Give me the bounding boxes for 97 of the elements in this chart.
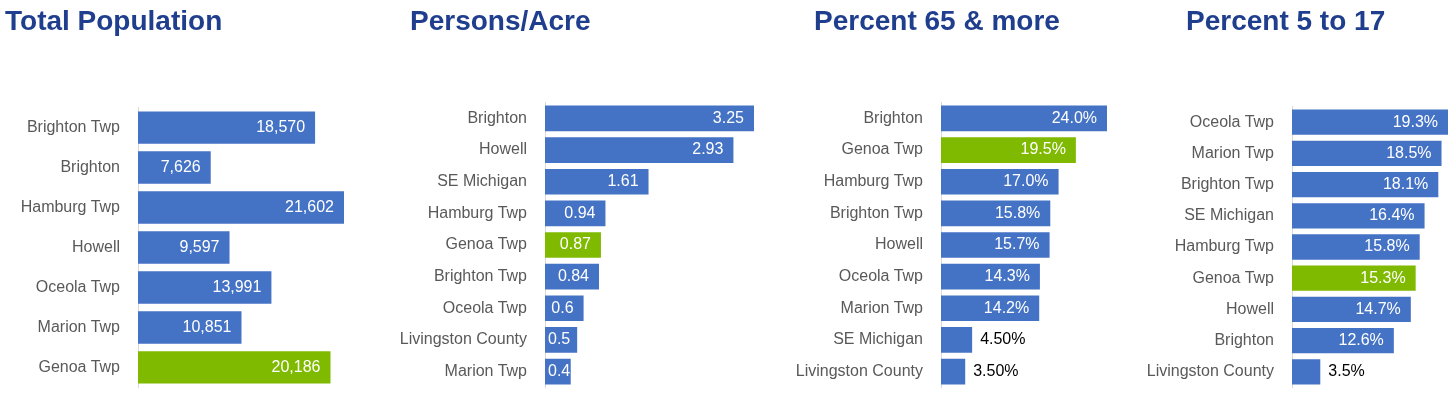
data-label: 3.50% [973,361,1019,379]
y-tick-label: Hamburg Twp [427,203,528,221]
bar [941,295,1040,322]
y-tick-label: Genoa Twp [1192,268,1275,286]
bar [941,232,1050,258]
y-tick-label: Howell [1225,299,1274,317]
data-label: 12.6% [1338,331,1384,349]
chart-title: Percent 65 & more [814,4,1060,38]
y-tick-label: Oceola Twp [1189,112,1275,130]
y-tick-label: Brighton [1214,331,1274,349]
data-label: 21,602 [285,197,335,215]
data-label: 18.5% [1386,143,1432,161]
data-label: 0.4 [548,361,571,379]
bar [1292,296,1411,323]
data-label: 4.50% [980,330,1026,348]
chart-title: Persons/Acre [410,4,591,38]
bar [1292,359,1321,385]
bar [138,111,316,144]
data-label: 13,991 [212,277,262,295]
y-tick-label: Marion Twp [840,298,924,316]
data-label: 0.6 [551,298,574,316]
bar [941,327,973,353]
bar [1292,109,1448,135]
bar [1292,171,1439,198]
bar [138,311,242,344]
y-tick-label: Oceola Twp [442,298,528,316]
data-label: 0.84 [557,267,590,285]
data-label: 16.4% [1369,206,1415,224]
bar [545,168,649,195]
bar [941,358,966,385]
bar [1292,265,1416,291]
bar [1292,203,1425,229]
y-tick-label: Hamburg Twp [823,172,924,190]
y-tick-label: Marion Twp [444,361,528,379]
bar [138,271,272,304]
data-label: 9,597 [179,237,220,255]
y-tick-label: Brighton [467,108,527,126]
y-tick-label: Howell [71,237,120,255]
y-tick-label: Brighton [60,157,120,175]
data-label: 3.25 [712,108,745,126]
data-label: 15.7% [994,235,1040,253]
y-tick-label: Brighton [863,108,923,126]
data-label: 14.2% [983,298,1030,316]
bar [941,105,1107,132]
bar [1292,140,1442,167]
y-tick-label: Howell [478,140,527,158]
bar [941,168,1059,195]
bar [138,351,331,384]
y-tick-label: Genoa Twp [38,357,121,375]
data-label: 15.3% [1360,268,1406,286]
data-label: 3.5% [1328,362,1365,380]
y-tick-label: SE Michigan [1184,206,1274,224]
y-tick-label: Hamburg Twp [1174,237,1275,255]
data-label: 7,626 [160,157,201,175]
y-tick-label: Hamburg Twp [20,197,121,215]
chart-title: Percent 5 to 17 [1186,4,1386,38]
y-tick-label: Oceola Twp [838,267,924,285]
y-tick-label: SE Michigan [833,330,923,348]
data-label: 20,186 [271,357,321,375]
y-tick-label: Brighton Twp [433,267,528,285]
y-tick-label: Genoa Twp [841,140,924,158]
data-label: 0.5 [548,330,571,348]
data-label: 0.87 [559,235,592,253]
data-label: 18.1% [1382,175,1429,193]
y-tick-label: Marion Twp [37,317,121,335]
y-tick-label: Brighton Twp [829,203,924,221]
y-tick-label: Oceola Twp [35,277,121,295]
bar [138,151,211,184]
y-tick-label: Brighton Twp [26,117,121,135]
data-label: 24.0% [1051,108,1098,126]
y-tick-label: Marion Twp [1191,143,1275,161]
data-label: 19.3% [1392,112,1439,130]
y-tick-label: Brighton Twp [1180,175,1275,193]
bar [1292,234,1420,260]
bar [138,191,344,224]
y-tick-label: Howell [874,235,923,253]
data-label: 2.93 [692,140,724,158]
data-label: 15.8% [1364,237,1410,255]
data-label: 19.5% [1020,140,1066,158]
y-tick-label: Livingston County [1146,362,1274,380]
y-tick-label: Livingston County [795,361,923,379]
data-label: 1.61 [607,172,639,190]
y-tick-label: SE Michigan [437,172,527,190]
bar [941,137,1076,163]
bar [138,231,230,264]
y-tick-label: Genoa Twp [445,235,528,253]
data-label: 10,851 [182,317,232,335]
bar [545,137,734,163]
data-label: 0.94 [564,203,596,221]
bar [545,105,754,132]
data-label: 15.8% [994,203,1041,221]
data-label: 14.3% [984,267,1030,285]
data-label: 18,570 [256,117,306,135]
y-tick-label: Livingston County [399,330,527,348]
data-label: 17.0% [1003,172,1049,190]
data-label: 14.7% [1355,299,1401,317]
chart-title: Total Population [5,4,223,38]
